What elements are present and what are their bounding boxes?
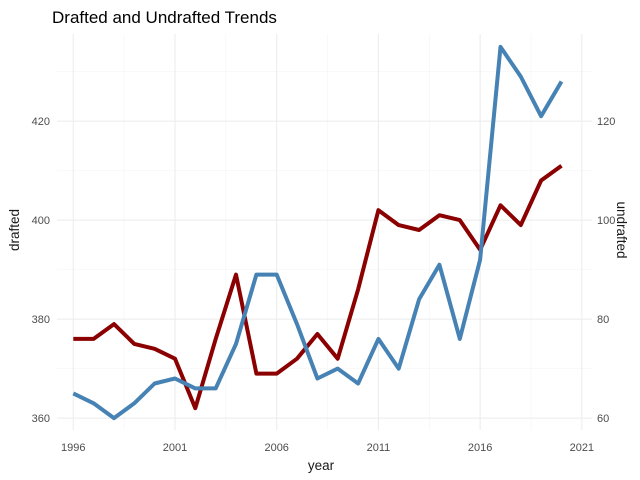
series-line-drafted [73, 164, 563, 411]
x-axis-title: year [308, 458, 335, 473]
y-tick-label-left: 420 [32, 116, 50, 128]
x-tick-label: 2021 [570, 442, 594, 454]
series-line-undrafted [72, 44, 564, 421]
x-tick-label: 2016 [468, 442, 492, 454]
y-tick-label-right: 120 [597, 116, 615, 128]
x-tick-label: 2006 [264, 442, 288, 454]
y-tick-label-left: 360 [32, 413, 50, 425]
series-layer [72, 44, 564, 421]
y-axis-title-left: drafted [7, 209, 22, 251]
y-axis-title-right: undrafted [614, 201, 629, 258]
x-tick-label: 2001 [163, 442, 187, 454]
x-tick-label: 2011 [367, 442, 391, 454]
grid [57, 34, 592, 430]
y-tick-label-right: 100 [597, 215, 615, 227]
x-tick-label: 1996 [61, 442, 85, 454]
chart-title: Drafted and Undrafted Trends [52, 8, 277, 27]
y-tick-label-right: 80 [597, 314, 609, 326]
y-tick-label-left: 380 [32, 314, 50, 326]
tick-labels: 1996 2001 2006 2011 2016 2021 360 380 400 420 60 80… [32, 116, 616, 454]
y-tick-label-left: 400 [32, 215, 50, 227]
y-tick-label-right: 60 [597, 413, 609, 425]
